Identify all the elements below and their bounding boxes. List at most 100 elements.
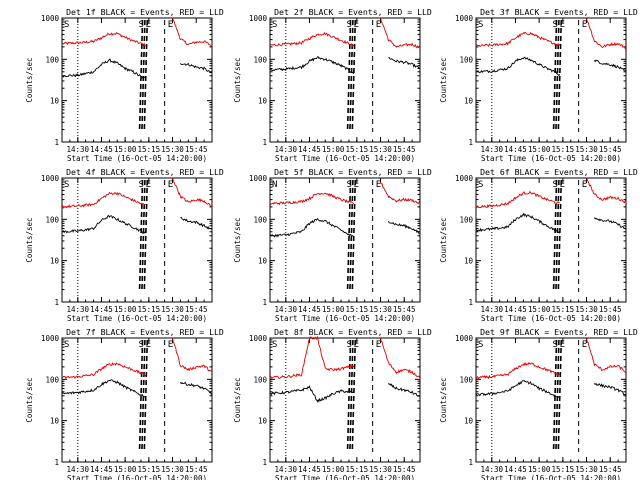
annotation-label: E [168,180,173,190]
x-tick-label: 14:45 [298,145,321,154]
x-tick-label: 15:45 [185,145,208,154]
x-tick-label: 15:45 [185,465,208,474]
x-axis-label: Start Time (16-Oct-05 14:20:00) [481,474,621,480]
panel-title: Det 3f BLACK = Events, RED = LLD [480,7,638,17]
y-tick-label: 1 [468,458,473,467]
marker-dashed-thick [346,19,352,133]
annotation-label: S [64,340,69,350]
series-line-events [387,220,421,234]
annotation-label: E [146,180,151,190]
x-tick-label: 15:30 [161,145,184,154]
y-tick-label: 1 [54,458,59,467]
y-tick-label: 10 [50,257,60,266]
series-line-lld [172,177,213,209]
series-line-lld [269,335,355,380]
annotation-label: S [478,180,483,190]
x-tick-label: 14:45 [504,145,527,154]
y-axis-label: Counts/sec [25,57,34,102]
x-tick-label: 15:00 [322,305,345,314]
annotation-label: E [582,340,587,350]
annotation-label: E [376,180,381,190]
x-tick-label: 15:45 [393,305,416,314]
x-tick-label: 14:30 [275,145,298,154]
series-line-lld [172,337,213,372]
annotation-label: S [553,180,558,190]
annotation-label: S [272,20,277,30]
x-axis-label: Start Time (16-Oct-05 14:20:00) [275,154,415,163]
axes-frame [475,177,627,303]
x-tick-label: 15:15 [138,305,161,314]
annotation-label: E [168,20,173,30]
annotation-label: N [272,180,277,190]
x-tick-label: 15:15 [346,465,369,474]
y-tick-label: 100 [45,55,59,64]
y-tick-label: 1000 [249,14,268,23]
panel-4: Det 4f BLACK = Events, RED = LLD 1 10 100 10… [25,167,224,323]
x-tick-label: 15:45 [393,145,416,154]
annotation-label: S [272,340,277,350]
x-tick-label: 15:30 [369,465,392,474]
x-axis-label: Start Time (16-Oct-05 14:20:00) [275,314,415,323]
x-tick-label: 14:45 [504,465,527,474]
y-tick-label: 10 [464,417,474,426]
annotation-label: S [478,340,483,350]
marker-dashed-thick [555,339,560,453]
y-tick-label: 1000 [455,174,474,183]
axes-frame [475,17,627,143]
series-line-events [388,383,421,397]
x-tick-label: 14:45 [298,465,321,474]
y-axis-label: Counts/sec [25,217,34,262]
y-tick-label: 100 [253,215,267,224]
series-line-lld [61,191,146,209]
panel-title: Det 4f BLACK = Events, RED = LLD [66,167,224,177]
annotation-label: E [354,180,359,190]
y-tick-label: 1000 [249,334,268,343]
annotation-label: S [139,340,144,350]
y-tick-label: 1000 [455,14,474,23]
panel-1: Det 1f BLACK = Events, RED = LLD 1 10 100 10… [25,7,224,163]
marker-dashed-thick [143,339,149,453]
y-tick-label: 10 [50,417,60,426]
x-tick-label: 14:30 [481,145,504,154]
x-tick-label: 15:15 [138,145,161,154]
annotation-label: S [64,180,69,190]
series-line-events [269,56,355,75]
series-line-lld [61,362,146,380]
marker-dashed-thick [557,19,563,133]
panel-2: Det 2f BLACK = Events, RED = LLD 1 10 100 10… [233,7,432,163]
marker-dashed-thick [349,179,354,293]
annotation-label: S [553,20,558,30]
y-axis-label: Counts/sec [25,377,34,422]
marker-dashed-thick [346,339,352,453]
panel-title: Det 9f BLACK = Events, RED = LLD [480,327,638,337]
y-axis-label: Counts/sec [439,57,448,102]
marker-dashed-thick [138,339,144,453]
x-tick-label: 15:30 [369,145,392,154]
annotation-label: S [347,180,352,190]
annotation-label: S [553,340,558,350]
series-line-lld [172,17,213,48]
panel-8: Det 8f BLACK = Events, RED = LLD 1 10 100 10… [233,327,432,480]
x-tick-label: 15:30 [161,465,184,474]
x-tick-label: 15:00 [528,465,551,474]
series-line-lld [380,17,421,49]
x-tick-label: 14:45 [504,305,527,314]
annotation-label: E [376,340,381,350]
series-line-lld [61,32,146,47]
axes-frame [61,17,213,143]
x-tick-label: 15:45 [599,305,622,314]
x-tick-label: 14:30 [67,305,90,314]
series-line-events [61,379,146,398]
annotation-label: E [354,20,359,30]
x-axis-label: Start Time (16-Oct-05 14:20:00) [67,314,207,323]
y-axis-label: Counts/sec [233,57,242,102]
annotation-label: E [376,20,381,30]
annotation-label: S [139,180,144,190]
y-tick-label: 1000 [455,334,474,343]
y-tick-label: 100 [253,375,267,384]
x-tick-label: 15:30 [575,305,598,314]
panel-6: Det 6f BLACK = Events, RED = LLD 1 10 100 10… [439,167,638,323]
series-line-events [180,62,213,74]
panel-title: Det 5f BLACK = Events, RED = LLD [274,167,432,177]
